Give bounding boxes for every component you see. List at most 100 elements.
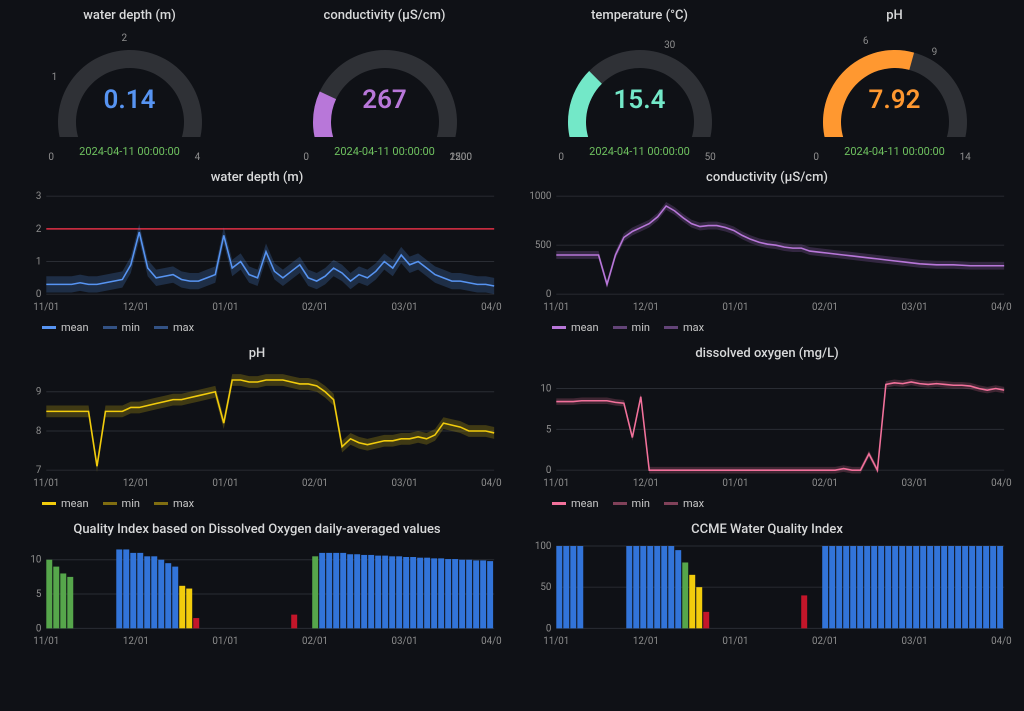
svg-text:12/01: 12/01 — [633, 302, 659, 313]
svg-text:04/01: 04/01 — [481, 302, 502, 313]
line-chart-water-depth-ts: 012311/0112/0101/0102/0103/0104/01 — [12, 189, 502, 319]
svg-text:01/01: 01/01 — [722, 636, 748, 647]
gauge-timestamp: 2024-04-11 00:00:00 — [589, 145, 690, 158]
legend-item-max[interactable]: max — [154, 497, 194, 510]
svg-text:11/01: 11/01 — [543, 636, 569, 647]
line-panel-do-ts[interactable]: dissolved oxygen (mg/L) 051011/0112/0101… — [514, 342, 1020, 514]
gauge-panel-water-depth[interactable]: water depth (m) 0.14 0124 2024-04-11 00:… — [4, 4, 255, 162]
line-row-1: water depth (m) 0 1 2 3 11/01 12/01 01/01 02/01… — [4, 166, 1020, 338]
gauge-title: conductivity (µS/cm) — [324, 8, 446, 23]
svg-text:04/01: 04/01 — [991, 636, 1012, 647]
legend-item-min[interactable]: min — [613, 497, 650, 510]
svg-text:02/01: 02/01 — [302, 636, 328, 647]
svg-text:0: 0 — [546, 289, 552, 300]
svg-text:03/01: 03/01 — [902, 636, 928, 647]
legend-item-mean[interactable]: mean — [42, 497, 89, 510]
line-chart-ph-ts: 78911/0112/0101/0102/0103/0104/01 — [12, 365, 502, 495]
svg-text:12/01: 12/01 — [123, 636, 149, 647]
chart-legend: mean min max — [522, 321, 1012, 334]
svg-text:1000: 1000 — [529, 191, 551, 202]
svg-text:12/01: 12/01 — [123, 302, 149, 313]
gauge-value: 267 — [362, 85, 407, 115]
gauge-conductivity: 267 025001200 — [295, 27, 475, 137]
svg-text:01/01: 01/01 — [722, 302, 748, 313]
gauge-temperature: 15.4 03050 — [550, 27, 730, 137]
gauge-panel-ph[interactable]: pH 7.92 06914 2024-04-11 00:00:00 — [769, 4, 1020, 162]
svg-text:10: 10 — [30, 555, 41, 566]
legend-item-max[interactable]: max — [154, 321, 194, 334]
svg-text:03/01: 03/01 — [902, 302, 928, 313]
svg-text:11/01: 11/01 — [543, 478, 569, 489]
svg-text:50: 50 — [540, 582, 551, 593]
gauge-title: pH — [886, 8, 903, 23]
gauge-value: 15.4 — [614, 85, 666, 115]
svg-text:1: 1 — [36, 256, 42, 267]
svg-text:02/01: 02/01 — [302, 302, 328, 313]
svg-text:04/01: 04/01 — [991, 478, 1012, 489]
line-panel-water-depth-ts[interactable]: water depth (m) 012311/0112/0101/0102/01… — [4, 166, 510, 338]
svg-text:03/01: 03/01 — [392, 636, 418, 647]
bar-chart-qi-do: 0 5 10 11/01 12/01 01/01 02/01 03/01 04/01 — [12, 541, 502, 651]
svg-text:500: 500 — [535, 240, 552, 251]
svg-text:12/01: 12/01 — [123, 478, 149, 489]
svg-text:0: 0 — [546, 623, 552, 634]
gauge-title: temperature (°C) — [591, 8, 688, 23]
svg-text:100: 100 — [535, 541, 552, 552]
svg-text:04/01: 04/01 — [991, 302, 1012, 313]
gauge-timestamp: 2024-04-11 00:00:00 — [844, 145, 945, 158]
legend-item-max[interactable]: max — [664, 321, 704, 334]
chart-title: Quality Index based on Dissolved Oxygen … — [12, 522, 502, 537]
gauge-panel-temperature[interactable]: temperature (°C) 15.4 03050 2024-04-11 0… — [514, 4, 765, 162]
svg-text:02/01: 02/01 — [812, 302, 838, 313]
gauge-row: water depth (m) 0.14 0124 2024-04-11 00:… — [4, 4, 1020, 162]
svg-text:0: 0 — [36, 289, 42, 300]
legend-item-max[interactable]: max — [664, 497, 704, 510]
chart-title: water depth (m) — [12, 170, 502, 185]
legend-item-mean[interactable]: mean — [552, 321, 599, 334]
svg-text:11/01: 11/01 — [33, 636, 59, 647]
legend-item-min[interactable]: min — [103, 497, 140, 510]
bar-panel-ccme-wqi[interactable]: CCME Water Quality Index 0 50 100 11/01 12/0… — [514, 518, 1020, 655]
svg-text:0: 0 — [546, 465, 552, 476]
svg-text:02/01: 02/01 — [302, 478, 328, 489]
gauge-panel-conductivity[interactable]: conductivity (µS/cm) 267 025001200 2024-… — [259, 4, 510, 162]
legend-item-mean[interactable]: mean — [552, 497, 599, 510]
chart-title: dissolved oxygen (mg/L) — [522, 346, 1012, 361]
line-panel-conductivity-ts[interactable]: conductivity (µS/cm) 0500100011/0112/010… — [514, 166, 1020, 338]
legend-item-min[interactable]: min — [613, 321, 650, 334]
line-chart-conductivity-ts: 0 500 1000 11/01 12/01 01/01 02/01 03/01 04/01 — [522, 189, 1012, 319]
svg-text:12/01: 12/01 — [633, 636, 659, 647]
svg-text:04/01: 04/01 — [481, 636, 502, 647]
svg-text:5: 5 — [36, 589, 42, 600]
gauge-value: 7.92 — [869, 85, 921, 115]
line-chart-do-ts: 051011/0112/0101/0102/0103/0104/01 — [522, 365, 1012, 495]
gauge-water-depth: 0.14 0124 — [40, 27, 220, 137]
svg-text:01/01: 01/01 — [722, 478, 748, 489]
svg-text:03/01: 03/01 — [392, 478, 418, 489]
chart-legend: mean min max — [12, 321, 502, 334]
svg-text:11/01: 11/01 — [33, 478, 59, 489]
svg-text:03/01: 03/01 — [902, 478, 928, 489]
legend-item-mean[interactable]: mean — [42, 321, 89, 334]
svg-text:01/01: 01/01 — [212, 478, 238, 489]
svg-text:11/01: 11/01 — [543, 302, 569, 313]
svg-text:8: 8 — [36, 426, 42, 437]
gauge-ph: 7.92 06914 — [805, 27, 985, 137]
svg-text:5: 5 — [546, 424, 552, 435]
svg-text:3: 3 — [36, 191, 42, 202]
svg-text:0: 0 — [36, 623, 42, 634]
svg-text:04/01: 04/01 — [481, 478, 502, 489]
line-panel-ph-ts[interactable]: pH 78911/0112/0101/0102/0103/0104/01 mea… — [4, 342, 510, 514]
chart-legend: mean min max — [12, 497, 502, 510]
chart-title: pH — [12, 346, 502, 361]
svg-text:01/01: 01/01 — [212, 302, 238, 313]
gauge-title: water depth (m) — [83, 8, 176, 23]
gauge-timestamp: 2024-04-11 00:00:00 — [334, 145, 435, 158]
svg-text:9: 9 — [36, 387, 42, 398]
svg-text:01/01: 01/01 — [212, 636, 238, 647]
bar-chart-ccme-wqi: 05010011/0112/0101/0102/0103/0104/01 — [522, 541, 1012, 651]
legend-item-min[interactable]: min — [103, 321, 140, 334]
chart-title: CCME Water Quality Index — [522, 522, 1012, 537]
svg-text:2: 2 — [36, 224, 42, 235]
bar-panel-qi-do[interactable]: Quality Index based on Dissolved Oxygen … — [4, 518, 510, 655]
